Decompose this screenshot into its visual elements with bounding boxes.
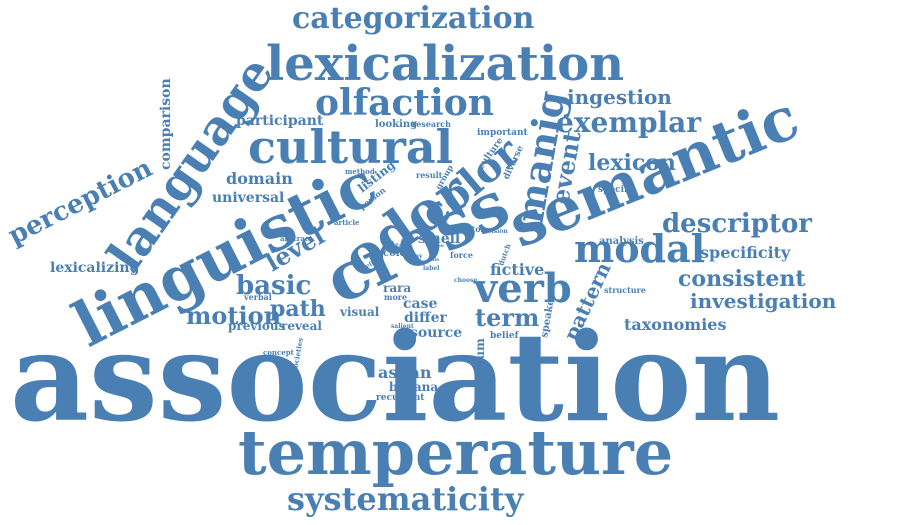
word-way: way	[409, 253, 423, 260]
word-rara: rara	[383, 281, 411, 295]
word-research: research	[412, 119, 451, 129]
word-data: data	[394, 243, 409, 250]
word-participant: participant	[236, 113, 324, 129]
word-more: more	[384, 292, 407, 302]
word-differ: differ	[404, 310, 448, 326]
word-case: case	[403, 296, 437, 312]
word-specific: specific	[598, 185, 637, 195]
word-method: method	[345, 167, 375, 176]
word-important: important	[477, 128, 529, 138]
word-modal: modal	[574, 226, 705, 271]
word-basic: basic	[236, 271, 311, 301]
word-investigation: investigation	[690, 289, 837, 313]
word-path: path	[270, 296, 326, 322]
word-article: article	[334, 218, 360, 227]
word-consistent: consistent	[678, 266, 806, 292]
word-force: force	[450, 250, 473, 260]
word-type: type	[432, 243, 444, 249]
word-factor: factor	[458, 224, 486, 234]
word-lexicon: lexicon	[588, 150, 676, 176]
word-previous: previous	[228, 319, 286, 333]
word-fictive: fictive	[490, 260, 544, 279]
word-domain: domain	[226, 169, 293, 188]
word-ingestion: ingestion	[567, 85, 672, 109]
word-association: association	[10, 305, 780, 449]
word-result: result	[416, 170, 443, 180]
word-reveal: reveal	[281, 319, 322, 333]
word-motion: motion	[186, 301, 281, 330]
word-lexicalization: lexicalization	[266, 36, 624, 92]
word-verb: verb	[473, 265, 572, 312]
word-categorization: categorization	[292, 1, 535, 36]
word-aslian: aslian	[378, 363, 432, 382]
word-term: term	[475, 303, 539, 332]
word-cultural: cultural	[248, 120, 453, 174]
word-temperature: temperature	[238, 416, 673, 489]
word-universal: universal	[212, 190, 284, 206]
word-comparison: comparison	[158, 78, 174, 170]
word-rule: rule	[428, 257, 439, 263]
word-choose: choose	[454, 277, 477, 284]
word-taxonomies: taxonomies	[624, 315, 726, 334]
word-visual: visual	[339, 305, 380, 319]
word-structure: structure	[604, 285, 646, 295]
word-banana: banana	[389, 380, 438, 394]
word-salient: salient	[391, 323, 414, 330]
word-olfaction: olfaction	[315, 82, 494, 124]
word-concept: concept	[263, 348, 295, 357]
word-label: label	[423, 265, 440, 272]
word-abstract: abstract	[280, 234, 313, 243]
word-vision: vision	[487, 228, 508, 235]
word-looking: looking	[375, 119, 417, 130]
word-smell: smell	[418, 231, 460, 247]
word-belief: belief	[490, 331, 520, 341]
word-cold: cold	[383, 248, 407, 259]
word-verbal: verbal	[243, 292, 272, 302]
word-recurrent: recurrent	[376, 393, 425, 403]
word-systematicity: systematicity	[287, 480, 525, 518]
word-analysis: analysis	[599, 236, 644, 247]
word-rarum: rarum	[473, 338, 487, 380]
word-descriptor: descriptor	[662, 209, 812, 239]
word-source: source	[410, 325, 462, 341]
word-specificity: specificity	[700, 243, 791, 262]
word-lexicalizing: lexicalizing	[50, 260, 140, 276]
word-exemplar: exemplar	[556, 106, 702, 139]
